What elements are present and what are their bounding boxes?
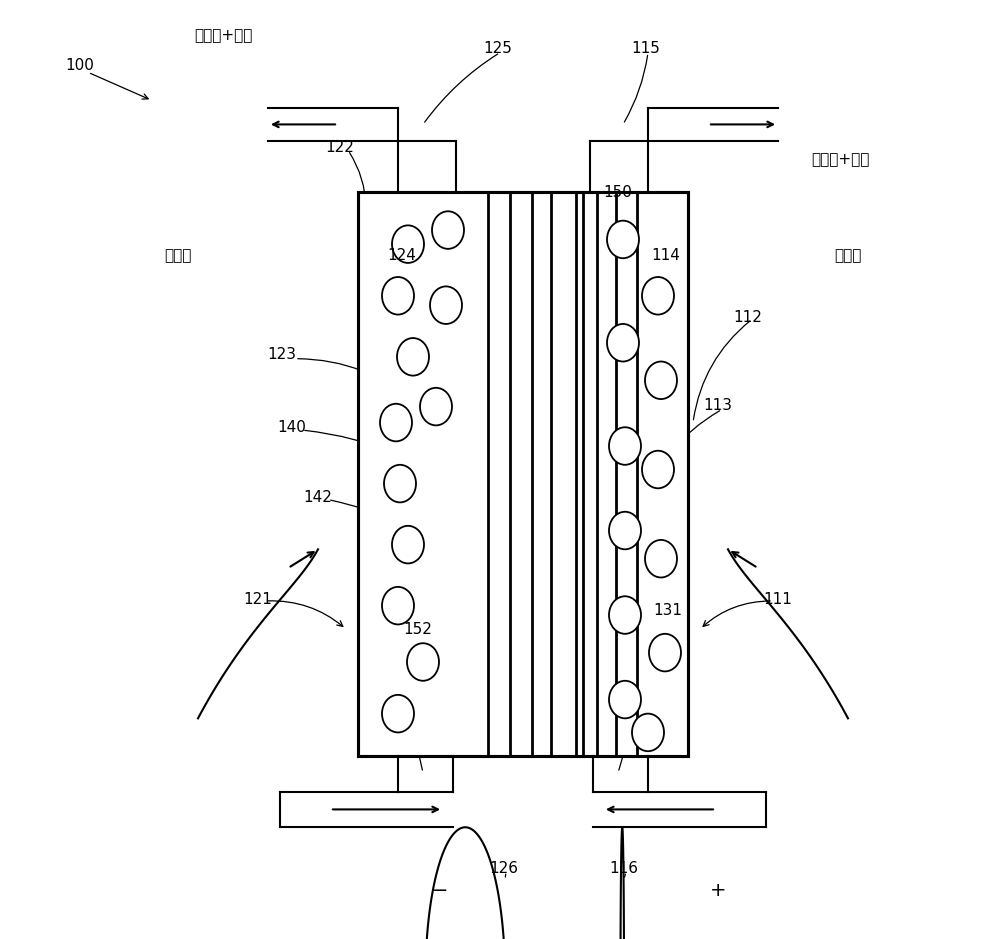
Text: 114: 114: [652, 248, 680, 263]
Text: 126: 126: [490, 861, 518, 876]
Bar: [358, 192, 688, 756]
Text: 131: 131: [654, 603, 682, 618]
Ellipse shape: [649, 634, 681, 671]
Ellipse shape: [642, 277, 674, 315]
Text: 150: 150: [604, 185, 632, 200]
Text: 124: 124: [388, 248, 416, 263]
Text: 121: 121: [244, 592, 272, 607]
Bar: [358, 192, 688, 756]
Ellipse shape: [382, 587, 414, 624]
Ellipse shape: [607, 324, 639, 362]
Text: 112: 112: [734, 310, 762, 325]
Ellipse shape: [407, 643, 439, 681]
Ellipse shape: [645, 540, 677, 577]
Ellipse shape: [642, 451, 674, 488]
Text: 电解质+氢气: 电解质+氢气: [194, 28, 252, 43]
Bar: [488, 192, 510, 756]
Ellipse shape: [609, 427, 641, 465]
Ellipse shape: [607, 221, 639, 258]
Ellipse shape: [380, 404, 412, 441]
Ellipse shape: [420, 388, 452, 425]
Bar: [554, 192, 576, 756]
Ellipse shape: [632, 714, 664, 751]
Ellipse shape: [392, 526, 424, 563]
Text: 电解质: 电解质: [164, 248, 192, 263]
Text: 142: 142: [304, 490, 332, 505]
Text: 113: 113: [704, 398, 732, 413]
Ellipse shape: [432, 211, 464, 249]
Ellipse shape: [609, 596, 641, 634]
Text: 100: 100: [66, 58, 94, 73]
Text: 122: 122: [326, 140, 354, 155]
Ellipse shape: [384, 465, 416, 502]
Ellipse shape: [609, 681, 641, 718]
Ellipse shape: [397, 338, 429, 376]
Text: 111: 111: [764, 592, 792, 607]
Text: 123: 123: [268, 347, 296, 362]
Text: 115: 115: [632, 41, 660, 56]
Bar: [619, 192, 637, 756]
Text: 116: 116: [610, 861, 639, 876]
Bar: [514, 192, 532, 756]
Bar: [535, 192, 551, 756]
Text: 140: 140: [278, 420, 306, 435]
Text: 电解质+氧气: 电解质+氧气: [811, 152, 869, 167]
Bar: [600, 192, 616, 756]
Text: −: −: [432, 881, 448, 900]
Ellipse shape: [382, 695, 414, 732]
Text: 152: 152: [404, 622, 432, 637]
Ellipse shape: [382, 277, 414, 315]
Text: +: +: [710, 881, 726, 900]
Ellipse shape: [392, 225, 424, 263]
Bar: [579, 192, 597, 756]
Text: 125: 125: [484, 41, 512, 56]
Ellipse shape: [645, 362, 677, 399]
Ellipse shape: [609, 512, 641, 549]
Ellipse shape: [430, 286, 462, 324]
Text: 电解质: 电解质: [834, 248, 862, 263]
